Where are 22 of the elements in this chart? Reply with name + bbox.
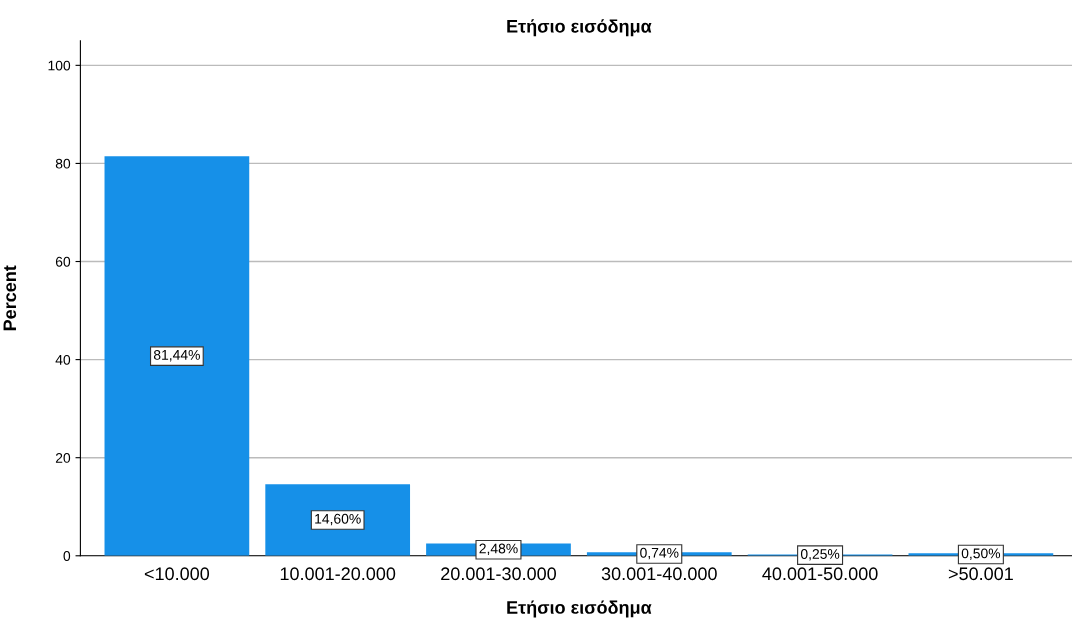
data-label: 0,74% bbox=[640, 547, 679, 560]
x-tick-label: 20.001-30.000 bbox=[441, 567, 557, 581]
x-tick-label: 40.001-50.000 bbox=[762, 567, 878, 581]
x-tick-label: 10.001-20.000 bbox=[280, 567, 396, 581]
x-tick-label: >50.001 bbox=[948, 567, 1013, 581]
data-label: 14,60% bbox=[315, 513, 361, 526]
y-tick-label: 80 bbox=[55, 158, 71, 169]
y-tick-label: 100 bbox=[48, 60, 71, 71]
bar bbox=[104, 156, 250, 556]
x-tick-label: 30.001-40.000 bbox=[601, 567, 717, 581]
y-axis-title: Percent bbox=[3, 265, 17, 331]
y-tick-label: 40 bbox=[55, 354, 71, 365]
y-tick-label: 0 bbox=[63, 551, 71, 561]
chart-title: Ετήσιο εισόδημα bbox=[507, 19, 652, 37]
y-tick-label: 20 bbox=[55, 453, 71, 463]
data-label: 2,48% bbox=[479, 543, 518, 556]
y-tick-label: 60 bbox=[55, 256, 71, 267]
data-label: 0,50% bbox=[961, 548, 1001, 560]
x-tick-label: <10.000 bbox=[144, 567, 210, 581]
data-label: 81,44% bbox=[153, 349, 200, 362]
x-axis-title: Ετήσιο εισόδημα bbox=[507, 600, 652, 618]
data-label: 0,25% bbox=[800, 549, 840, 561]
